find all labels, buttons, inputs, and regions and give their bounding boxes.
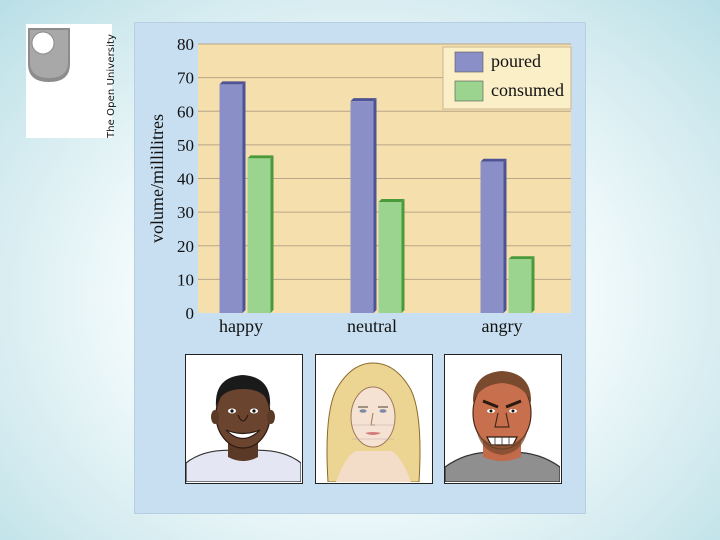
bar-side-poured-angry xyxy=(503,158,507,313)
y-tick-label-30: 30 xyxy=(177,203,194,222)
y-tick-label-60: 60 xyxy=(177,102,194,121)
bar-top-consumed-angry xyxy=(508,256,535,260)
x-tick-label-happy: happy xyxy=(219,316,263,336)
bar-side-poured-happy xyxy=(242,81,246,313)
neutral-face-icon xyxy=(316,355,431,482)
bar-consumed-angry xyxy=(508,259,532,313)
y-tick-label-80: 80 xyxy=(177,35,194,54)
y-tick-label-20: 20 xyxy=(177,237,194,256)
y-axis-ticks: 0 10 20 30 40 50 60 70 80 xyxy=(177,35,194,323)
bar-poured-angry xyxy=(480,161,504,313)
legend-label-consumed: consumed xyxy=(491,80,564,100)
legend-swatch-poured xyxy=(454,51,484,73)
angry-face-icon xyxy=(445,355,560,482)
bar-poured-neutral xyxy=(350,101,374,313)
happy-face-card xyxy=(185,354,303,484)
bar-side-consumed-neutral xyxy=(401,199,405,313)
angry-face-card xyxy=(444,354,562,484)
happy-face-icon xyxy=(186,355,301,482)
legend-swatch-consumed xyxy=(454,80,484,102)
logo-text: The Open University xyxy=(106,33,117,138)
x-tick-label-neutral: neutral xyxy=(347,316,397,336)
bar-top-poured-happy xyxy=(219,81,246,85)
y-tick-label-40: 40 xyxy=(177,170,194,189)
y-tick-label-70: 70 xyxy=(177,69,194,88)
x-axis-ticks: happy neutral angry xyxy=(219,316,522,336)
figure-panel: 0 10 20 30 40 50 60 70 80 happy neutral angry volu… xyxy=(134,22,586,514)
shield-logo-icon xyxy=(28,28,70,82)
y-tick-label-0: 0 xyxy=(186,304,195,323)
legend-label-poured: poured xyxy=(491,51,541,71)
bar-consumed-neutral xyxy=(378,202,402,313)
bar-poured-happy xyxy=(219,84,243,313)
open-university-logo: The Open University xyxy=(26,24,117,138)
bar-chart: 0 10 20 30 40 50 60 70 80 happy neutral angry volu… xyxy=(147,35,572,336)
bars xyxy=(219,81,535,313)
bar-side-consumed-happy xyxy=(270,155,274,313)
bar-consumed-happy xyxy=(247,158,271,313)
y-tick-label-10: 10 xyxy=(177,270,194,289)
bar-side-consumed-angry xyxy=(531,256,535,313)
bar-top-consumed-happy xyxy=(247,155,274,159)
bar-side-poured-neutral xyxy=(373,98,377,313)
bar-top-poured-angry xyxy=(480,158,507,162)
y-axis-label: volume/millilitres xyxy=(147,114,167,243)
legend: poured consumed xyxy=(442,46,572,110)
bar-top-poured-neutral xyxy=(350,98,377,102)
y-tick-label-50: 50 xyxy=(177,136,194,155)
bar-top-consumed-neutral xyxy=(378,199,405,203)
neutral-face-card xyxy=(315,354,433,484)
x-tick-label-angry: angry xyxy=(482,316,523,336)
